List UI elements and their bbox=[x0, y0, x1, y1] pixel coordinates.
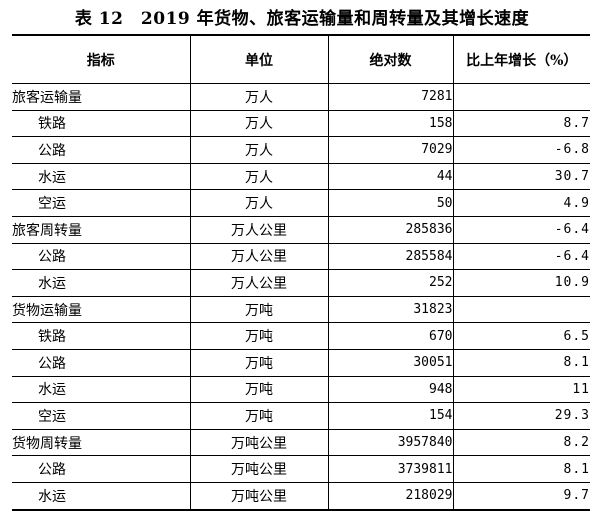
table-row: 空运 万吨 154 29.3 bbox=[12, 402, 590, 430]
cell-indicator: 旅客运输量 bbox=[12, 83, 191, 111]
cell-indicator: 铁路 bbox=[12, 109, 191, 138]
table-row: 水运 万吨 948 11 bbox=[12, 375, 590, 404]
cell-absolute-value: 7281 bbox=[327, 83, 454, 111]
table-row: 公路 万吨 30051 8.1 bbox=[12, 348, 590, 377]
cell-growth: -6.4 bbox=[452, 215, 590, 244]
cell-growth: -6.4 bbox=[452, 242, 590, 271]
table-row: 铁路 万人 158 8.7 bbox=[12, 109, 590, 138]
cell-absolute-value: 154 bbox=[327, 402, 454, 430]
cell-absolute-value: 7029 bbox=[327, 136, 454, 164]
cell-growth: -6.8 bbox=[452, 136, 590, 164]
transport-stats-table: 指标 单位 绝对数 比上年增长（%） 旅客运输量 万人 7281 铁路 万人 158 8.7… bbox=[12, 34, 590, 511]
cell-indicator: 水运 bbox=[12, 375, 191, 404]
cell-growth bbox=[452, 295, 590, 324]
cell-indicator: 空运 bbox=[12, 402, 191, 430]
cell-unit: 万人公里 bbox=[189, 215, 329, 244]
cell-indicator: 公路 bbox=[12, 242, 191, 271]
header-growth: 比上年增长（%） bbox=[452, 34, 590, 84]
cell-indicator: 公路 bbox=[12, 455, 191, 483]
cell-unit: 万人 bbox=[189, 136, 329, 164]
cell-absolute-value: 158 bbox=[327, 109, 454, 138]
cell-absolute-value: 285836 bbox=[327, 215, 454, 244]
cell-unit: 万人 bbox=[189, 109, 329, 138]
cell-growth: 9.7 bbox=[452, 481, 590, 511]
cell-growth: 10.9 bbox=[452, 269, 590, 297]
header-row: 指标 单位 绝对数 比上年增长（%） bbox=[12, 34, 590, 84]
table-row: 货物周转量 万吨公里 3957840 8.2 bbox=[12, 428, 590, 457]
cell-absolute-value: 285584 bbox=[327, 242, 454, 271]
cell-indicator: 空运 bbox=[12, 189, 191, 217]
cell-absolute-value: 44 bbox=[327, 162, 454, 191]
table-row: 空运 万人 50 4.9 bbox=[12, 189, 590, 217]
cell-growth: 11 bbox=[452, 375, 590, 404]
cell-growth: 8.1 bbox=[452, 348, 590, 377]
cell-unit: 万人 bbox=[189, 83, 329, 111]
header-indicator: 指标 bbox=[12, 34, 191, 84]
table-row: 旅客周转量 万人公里 285836 -6.4 bbox=[12, 215, 590, 244]
cell-absolute-value: 3957840 bbox=[327, 428, 454, 457]
cell-unit: 万吨 bbox=[189, 348, 329, 377]
cell-indicator: 公路 bbox=[12, 136, 191, 164]
cell-unit: 万吨公里 bbox=[189, 455, 329, 483]
cell-absolute-value: 670 bbox=[327, 322, 454, 350]
cell-absolute-value: 30051 bbox=[327, 348, 454, 377]
header-unit: 单位 bbox=[189, 34, 329, 84]
table-title: 表 12 2019 年货物、旅客运输量和周转量及其增长速度 bbox=[74, 9, 530, 29]
cell-indicator: 公路 bbox=[12, 348, 191, 377]
cell-absolute-value: 3739811 bbox=[327, 455, 454, 483]
cell-unit: 万人公里 bbox=[189, 242, 329, 271]
cell-indicator: 货物周转量 bbox=[12, 428, 191, 457]
cell-absolute-value: 948 bbox=[327, 375, 454, 404]
cell-growth: 8.2 bbox=[452, 428, 590, 457]
cell-growth: 29.3 bbox=[452, 402, 590, 430]
cell-unit: 万吨 bbox=[189, 402, 329, 430]
table-row: 水运 万人 44 30.7 bbox=[12, 162, 590, 191]
cell-indicator: 货物运输量 bbox=[12, 295, 191, 324]
table-row: 水运 万人公里 252 10.9 bbox=[12, 269, 590, 297]
cell-indicator: 水运 bbox=[12, 269, 191, 297]
cell-unit: 万吨 bbox=[189, 322, 329, 350]
table-row: 水运 万吨公里 218029 9.7 bbox=[12, 481, 590, 511]
table-row: 铁路 万吨 670 6.5 bbox=[12, 322, 590, 350]
cell-unit: 万吨公里 bbox=[189, 481, 329, 511]
table-row: 货物运输量 万吨 31823 bbox=[12, 295, 590, 324]
cell-absolute-value: 50 bbox=[327, 189, 454, 217]
cell-absolute-value: 218029 bbox=[327, 481, 454, 511]
cell-growth: 8.7 bbox=[452, 109, 590, 138]
cell-unit: 万人 bbox=[189, 162, 329, 191]
cell-growth: 4.9 bbox=[452, 189, 590, 217]
cell-growth: 8.1 bbox=[452, 455, 590, 483]
cell-absolute-value: 31823 bbox=[327, 295, 454, 324]
cell-indicator: 铁路 bbox=[12, 322, 191, 350]
table-row: 公路 万人 7029 -6.8 bbox=[12, 136, 590, 164]
cell-unit: 万人 bbox=[189, 189, 329, 217]
table-row: 公路 万人公里 285584 -6.4 bbox=[12, 242, 590, 271]
cell-absolute-value: 252 bbox=[327, 269, 454, 297]
cell-growth: 6.5 bbox=[452, 322, 590, 350]
cell-unit: 万吨公里 bbox=[189, 428, 329, 457]
cell-indicator: 旅客周转量 bbox=[12, 215, 191, 244]
cell-growth bbox=[452, 83, 590, 111]
cell-indicator: 水运 bbox=[12, 162, 191, 191]
table-body: 旅客运输量 万人 7281 铁路 万人 158 8.7 公路 万人 7029 -6.8 水运 万人 44 3… bbox=[12, 83, 590, 511]
cell-indicator: 水运 bbox=[12, 481, 191, 511]
cell-unit: 万吨 bbox=[189, 375, 329, 404]
header-absolute-value: 绝对数 bbox=[327, 34, 454, 84]
table-row: 旅客运输量 万人 7281 bbox=[12, 83, 590, 111]
cell-unit: 万吨 bbox=[189, 295, 329, 324]
table-row: 公路 万吨公里 3739811 8.1 bbox=[12, 455, 590, 483]
cell-growth: 30.7 bbox=[452, 162, 590, 191]
cell-unit: 万人公里 bbox=[189, 269, 329, 297]
